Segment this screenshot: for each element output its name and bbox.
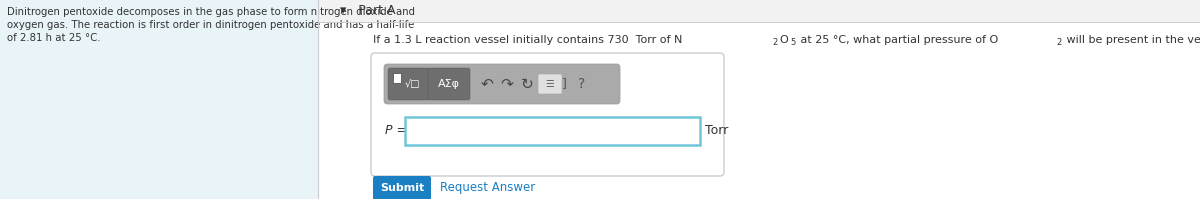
Text: ↻: ↻	[521, 76, 533, 92]
Text: 2: 2	[772, 38, 778, 47]
Text: oxygen gas. The reaction is first order in dinitrogen pentoxide and has a half-l: oxygen gas. The reaction is first order …	[7, 20, 414, 30]
Text: Submit: Submit	[380, 183, 424, 193]
Text: will be present in the vessel after 230 minutes?: will be present in the vessel after 230 …	[1063, 35, 1200, 45]
Text: at 25 °C, what partial pressure of O: at 25 °C, what partial pressure of O	[797, 35, 998, 45]
Text: 5: 5	[791, 38, 796, 47]
Text: Torr: Torr	[706, 125, 728, 138]
Text: of 2.81 h at 25 °C.: of 2.81 h at 25 °C.	[7, 33, 101, 43]
Text: ▾   Part A: ▾ Part A	[340, 5, 396, 18]
Text: ?: ?	[578, 77, 586, 91]
FancyBboxPatch shape	[373, 176, 431, 199]
FancyBboxPatch shape	[371, 53, 724, 176]
Text: √□: √□	[404, 79, 420, 89]
FancyBboxPatch shape	[428, 68, 470, 100]
Text: Request Answer: Request Answer	[440, 181, 535, 194]
FancyBboxPatch shape	[388, 68, 430, 100]
Text: ↷: ↷	[500, 76, 514, 92]
Text: ΑΣφ: ΑΣφ	[438, 79, 460, 89]
FancyBboxPatch shape	[384, 64, 620, 104]
Bar	[318, 0, 1200, 22]
Text: ☰: ☰	[546, 79, 554, 89]
FancyBboxPatch shape	[538, 74, 562, 94]
Text: 2: 2	[1057, 38, 1062, 47]
Bar	[394, 73, 401, 83]
Text: ]: ]	[562, 77, 566, 91]
Bar	[406, 117, 700, 145]
Bar	[0, 0, 318, 199]
Text: ↶: ↶	[481, 76, 493, 92]
Text: O: O	[779, 35, 787, 45]
Text: If a 1.3 L reaction vessel initially contains 730  Torr of N: If a 1.3 L reaction vessel initially con…	[373, 35, 683, 45]
Text: Dinitrogen pentoxide decomposes in the gas phase to form nitrogen dioxide and: Dinitrogen pentoxide decomposes in the g…	[7, 7, 415, 17]
Text: P =: P =	[385, 125, 407, 138]
